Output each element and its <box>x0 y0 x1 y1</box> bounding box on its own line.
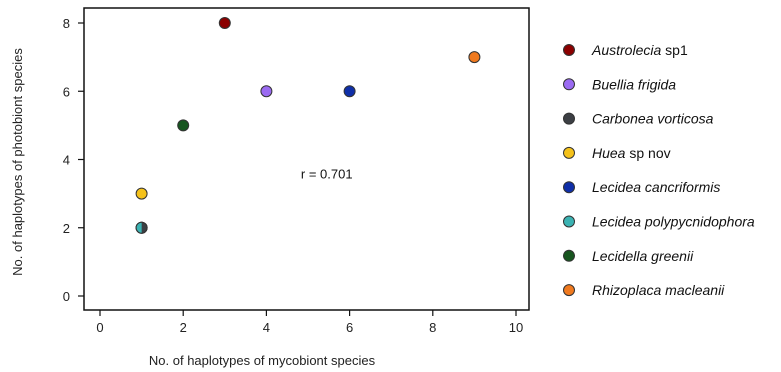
legend-label-italic: Lecidella greenii <box>592 248 694 264</box>
legend-marker-carbonea-vorticosa <box>563 112 575 125</box>
legend-marker-buellia-frigida <box>563 78 575 91</box>
y-tick-label: 6 <box>63 84 70 99</box>
legend-label-italic: Carbonea vorticosa <box>592 111 714 127</box>
y-tick-label: 4 <box>63 153 70 168</box>
x-tick-label: 8 <box>429 320 436 335</box>
x-tick-label: 4 <box>263 320 270 335</box>
legend-label-huea-sp-nov: Huea sp nov <box>592 145 671 161</box>
legend-marker-huea-sp-nov <box>563 146 575 159</box>
legend-label-lecidea-cancriformis: Lecidea cancriformis <box>592 179 720 195</box>
y-axis-title: No. of haplotypes of photobiont species <box>10 48 25 276</box>
legend-label-austrolecia-sp1: Austrolecia sp1 <box>591 42 688 58</box>
y-tick-label: 0 <box>63 289 70 304</box>
point-rhizoplaca-macleanii <box>468 51 481 64</box>
legend-marker-lecidella-greenii <box>563 249 575 262</box>
legend-label-plain: sp1 <box>661 42 688 58</box>
legend-label-plain: sp nov <box>625 145 670 161</box>
legend-marker-lecidea-polypycnidophora <box>563 215 575 228</box>
point-huea-sp-nov <box>135 187 148 200</box>
y-tick-label: 8 <box>63 16 70 31</box>
point-overlap-half <box>136 222 142 234</box>
legend-marker-austrolecia-sp1 <box>563 44 575 56</box>
plot-frame <box>83 7 530 311</box>
x-axis-title: No. of haplotypes of mycobiont species <box>149 353 376 368</box>
legend: Austrolecia sp1 Buellia frigida Carbonea v… <box>563 42 755 298</box>
legend-label-italic: Rhizoplaca macleanii <box>592 282 725 298</box>
legend-marker-lecidea-cancriformis <box>563 181 575 194</box>
legend-label-italic: Austrolecia <box>591 42 661 58</box>
point-lecidea-cancriformis <box>343 85 356 98</box>
legend-label-rhizoplaca-macleanii: Rhizoplaca macleanii <box>592 282 725 298</box>
legend-label-carbonea-vorticosa: Carbonea vorticosa <box>592 111 714 127</box>
legend-label-italic: Huea <box>592 145 626 161</box>
x-tick-label: 10 <box>509 320 523 335</box>
correlation-annotation: r = 0.701 <box>301 166 353 181</box>
legend-label-lecidella-greenii: Lecidella greenii <box>592 248 694 264</box>
y-tick-label: 2 <box>63 221 70 236</box>
legend-label-lecidea-polypycnidophora: Lecidea polypycnidophora <box>592 214 755 230</box>
data-points <box>135 17 481 234</box>
legend-label-italic: Buellia frigida <box>592 76 676 92</box>
y-axis: 0 2 4 6 8 <box>63 16 84 304</box>
point-lecidella-greenii <box>177 119 190 132</box>
legend-label-buellia-frigida: Buellia frigida <box>592 76 676 92</box>
x-axis: 0 2 4 6 8 10 <box>96 310 523 335</box>
point-overlap-half <box>141 222 148 234</box>
point-austrolecia-sp1 <box>218 17 231 29</box>
x-tick-label: 0 <box>96 320 103 335</box>
x-tick-label: 2 <box>180 320 187 335</box>
point-overlap-outline <box>135 221 148 234</box>
x-tick-label: 6 <box>346 320 353 335</box>
legend-label-italic: Lecidea polypycnidophora <box>592 214 755 230</box>
legend-label-italic: Lecidea cancriformis <box>592 179 720 195</box>
point-buellia-frigida <box>260 85 273 98</box>
legend-marker-rhizoplaca-macleanii <box>563 284 575 297</box>
